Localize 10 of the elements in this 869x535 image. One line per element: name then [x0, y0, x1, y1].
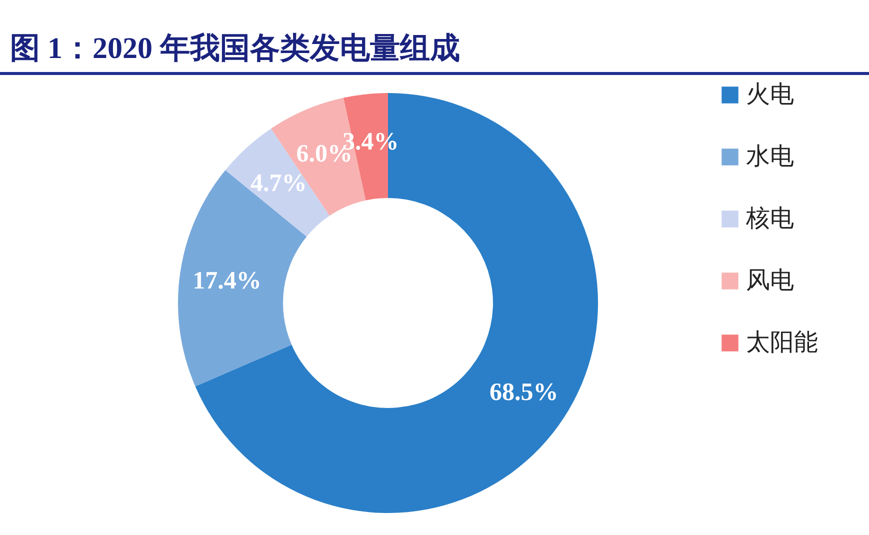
legend-label: 水电	[746, 142, 794, 170]
donut-slice	[178, 170, 307, 386]
chart-title: 图 1：2020 年我国各类发电量组成	[9, 31, 461, 67]
legend-label: 太阳能	[746, 328, 818, 356]
legend-label: 火电	[746, 80, 794, 108]
data-label: 68.5%	[489, 379, 558, 406]
data-label: 17.4%	[192, 268, 262, 295]
legend-label: 核电	[745, 204, 794, 232]
donut-slice	[195, 93, 598, 513]
legend-label: 风电	[746, 266, 794, 294]
